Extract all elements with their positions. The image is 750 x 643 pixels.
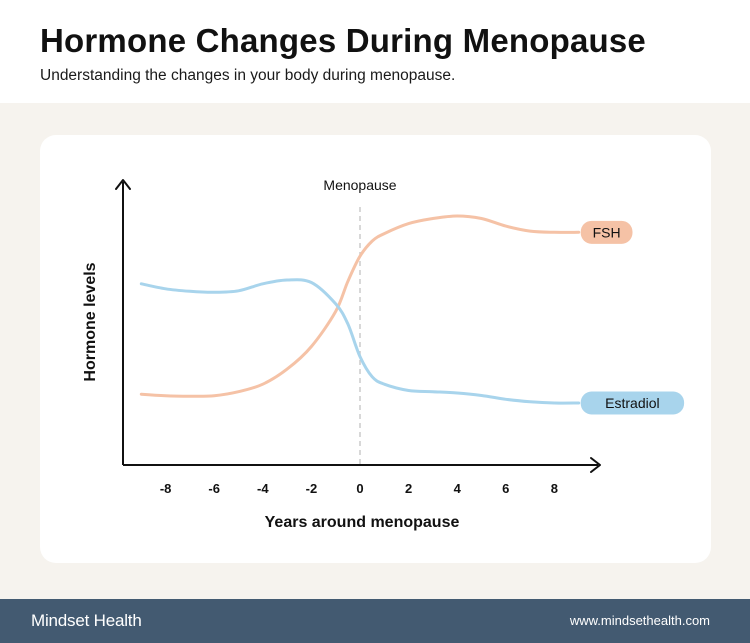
x-tick-label: 6 (502, 481, 509, 496)
estradiol-label: Estradiol (605, 395, 659, 411)
footer: Mindset Health www.mindsethealth.com (0, 599, 750, 643)
fsh-label-pill (580, 220, 633, 244)
x-axis-arrow (590, 457, 601, 473)
website-link[interactable]: www.mindsethealth.com (569, 613, 710, 628)
chart-card (40, 135, 711, 563)
x-axis-title: Years around menopause (265, 514, 460, 531)
header: Hormone Changes During Menopause Underst… (0, 0, 750, 103)
page-subtitle: Understanding the changes in your body d… (40, 67, 456, 84)
brand-logo[interactable]: Mindset Health (31, 611, 142, 630)
fsh-label: FSH (593, 224, 621, 240)
series-line-fsh (139, 214, 581, 398)
series-line-estradiol (139, 278, 581, 405)
x-tick-label: 4 (454, 481, 462, 496)
page-title: Hormone Changes During Menopause (40, 22, 646, 59)
x-tick-label: 8 (551, 481, 558, 496)
x-tick-label: 0 (356, 481, 363, 496)
x-tick-label: -2 (306, 481, 318, 496)
x-tick-labels: -8 -6 -4 -2 0 2 4 6 8 (160, 481, 558, 496)
estradiol-label-pill (580, 391, 685, 415)
y-axis-arrow (115, 179, 131, 190)
x-tick-label: -6 (208, 481, 220, 496)
x-tick-label: -4 (257, 481, 269, 496)
menopause-label: Menopause (323, 177, 396, 193)
x-tick-label: -8 (160, 481, 172, 496)
y-axis-title: Hormone levels (82, 262, 99, 381)
x-tick-label: 2 (405, 481, 412, 496)
